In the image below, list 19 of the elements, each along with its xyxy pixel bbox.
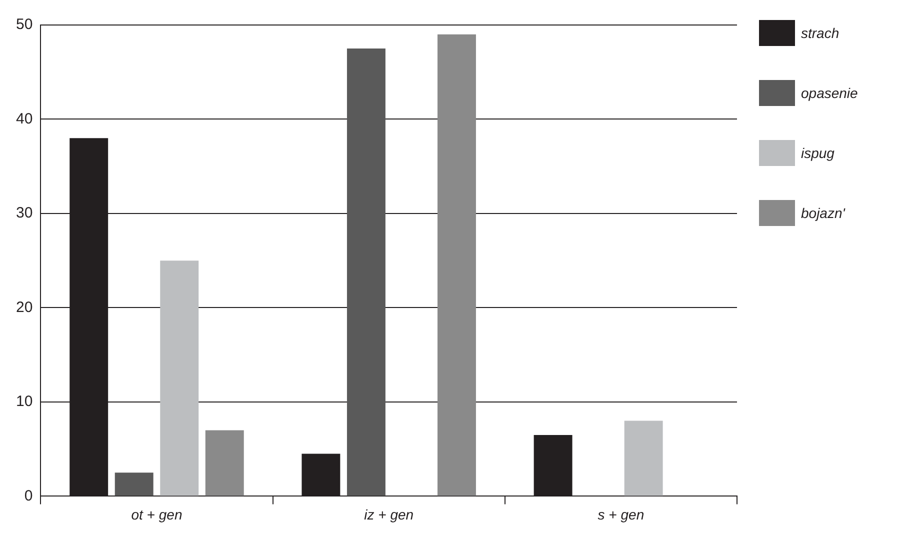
y-tick-label: 50 bbox=[16, 16, 33, 34]
legend-label: ispug bbox=[801, 145, 834, 161]
y-tick-label: 0 bbox=[24, 487, 33, 504]
legend-label: opasenie bbox=[801, 85, 858, 101]
bar bbox=[624, 420, 663, 496]
legend-label: strach bbox=[801, 25, 840, 41]
x-tick-label: iz + gen bbox=[364, 506, 414, 522]
bar bbox=[160, 260, 199, 496]
y-tick-label: 40 bbox=[16, 110, 33, 128]
y-tick-label: 20 bbox=[16, 298, 33, 316]
bar bbox=[205, 430, 244, 496]
bar bbox=[114, 472, 154, 496]
y-tick-label: 10 bbox=[16, 393, 33, 410]
y-tick-label: 30 bbox=[16, 204, 33, 222]
bar bbox=[346, 48, 386, 496]
legend-label: bojazn' bbox=[801, 205, 845, 221]
x-tick-label: s + gen bbox=[598, 506, 644, 522]
x-tick-label: ot + gen bbox=[131, 506, 182, 522]
bar bbox=[438, 34, 476, 496]
